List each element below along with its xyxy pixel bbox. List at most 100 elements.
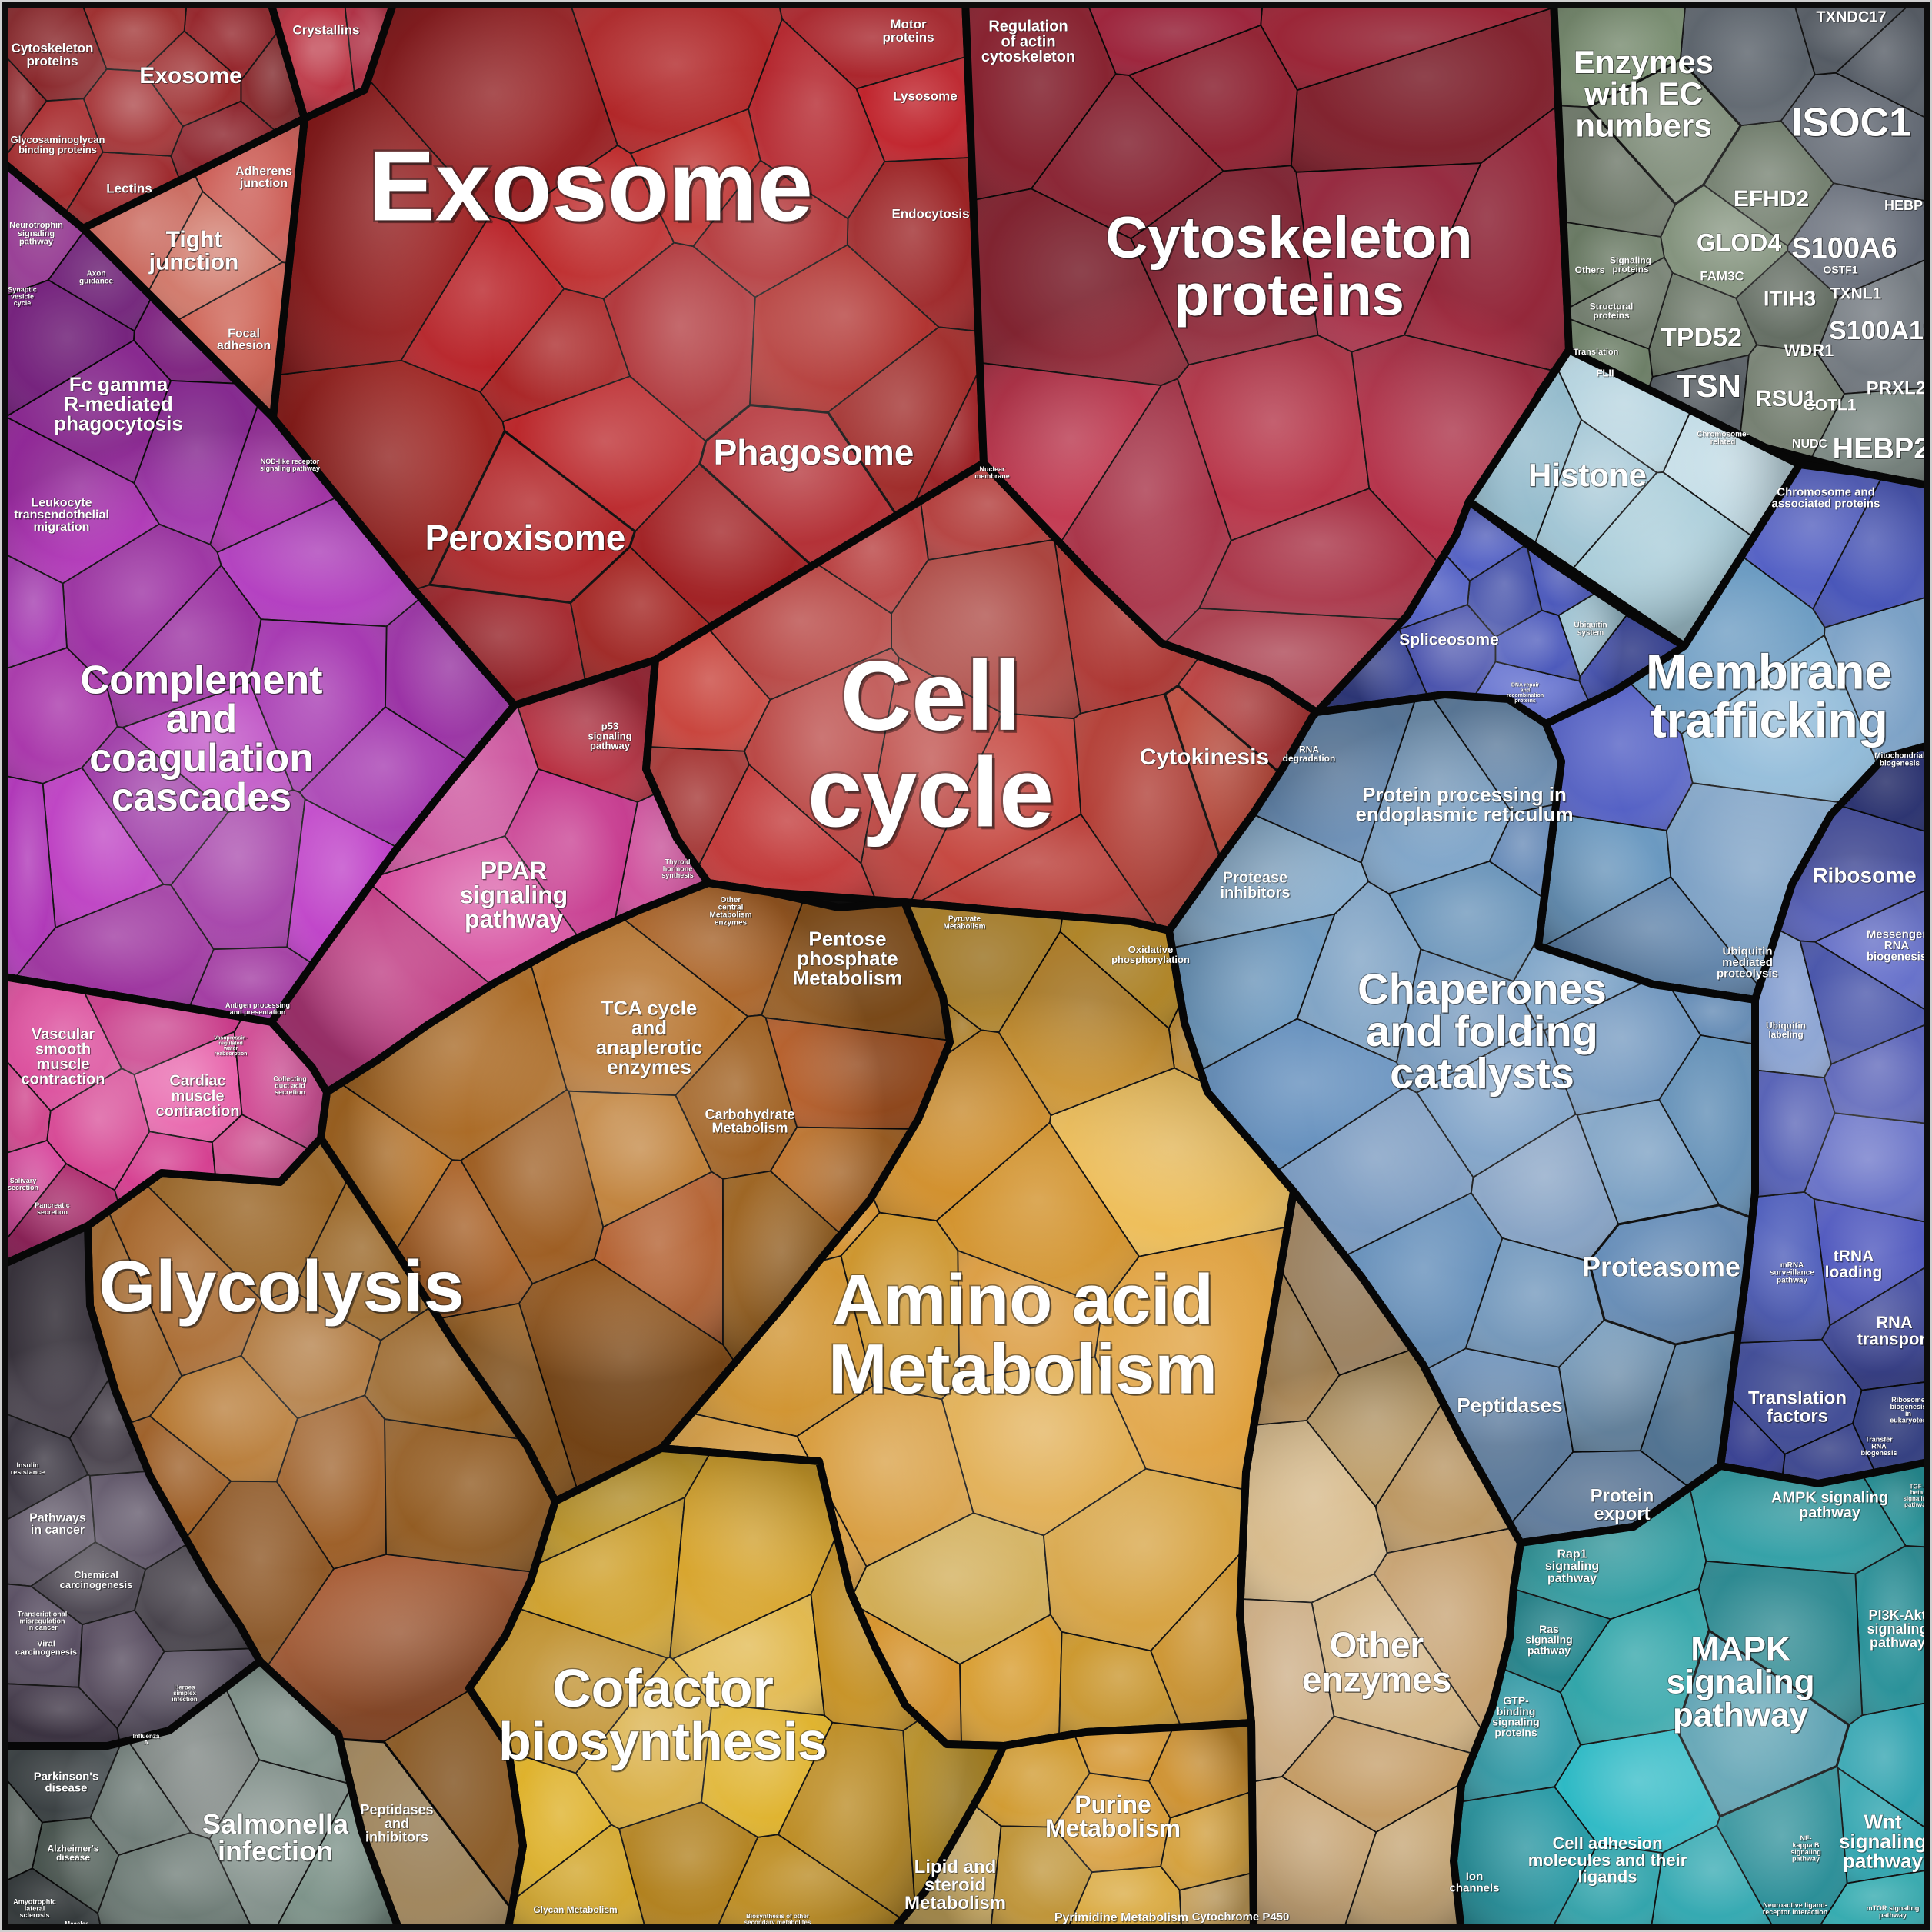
svg-text:secretion: secretion <box>275 1089 306 1097</box>
svg-text:proteolysis: proteolysis <box>1717 968 1778 981</box>
svg-text:and: and <box>632 1017 668 1040</box>
svg-text:proteins: proteins <box>1496 1727 1538 1740</box>
svg-text:Focal: Focal <box>228 327 260 340</box>
svg-text:with EC: with EC <box>1584 76 1704 112</box>
svg-text:Purine: Purine <box>1074 1790 1151 1818</box>
svg-text:mRNA: mRNA <box>1781 1262 1805 1271</box>
svg-text:biogenesis: biogenesis <box>1891 1404 1927 1411</box>
svg-text:enzymes: enzymes <box>607 1055 691 1078</box>
svg-text:associated proteins: associated proteins <box>1773 498 1881 511</box>
svg-text:RSU1: RSU1 <box>1756 387 1817 412</box>
svg-text:Cytoskeleton: Cytoskeleton <box>12 41 94 55</box>
svg-text:Cytochrome P450: Cytochrome P450 <box>1193 1911 1291 1924</box>
svg-text:Vascular: Vascular <box>32 1026 95 1043</box>
svg-text:Protein: Protein <box>1591 1487 1655 1507</box>
svg-text:Vasopressin-: Vasopressin- <box>214 1036 248 1041</box>
svg-text:Metabolism: Metabolism <box>1046 1815 1181 1843</box>
svg-text:Ribosome: Ribosome <box>1892 1397 1926 1404</box>
svg-text:pathway: pathway <box>1904 1501 1930 1508</box>
svg-text:cytoskeleton: cytoskeleton <box>982 49 1076 66</box>
svg-text:biogenesis: biogenesis <box>1890 1403 1926 1411</box>
svg-text:Carbohydrate: Carbohydrate <box>706 1108 796 1123</box>
svg-text:system: system <box>1578 630 1605 638</box>
svg-text:Peptidases: Peptidases <box>360 1802 433 1817</box>
svg-text:central: central <box>718 904 744 912</box>
svg-text:Pancreatic: Pancreatic <box>35 1202 71 1210</box>
svg-text:carcinogenesis: carcinogenesis <box>16 1649 78 1658</box>
svg-text:membrane: membrane <box>974 472 1010 480</box>
svg-text:and: and <box>167 698 238 743</box>
svg-text:proteins: proteins <box>1174 262 1404 328</box>
svg-text:proteins: proteins <box>1494 1726 1537 1738</box>
svg-text:NF-: NF- <box>1800 1834 1812 1842</box>
svg-text:proteins: proteins <box>882 30 934 45</box>
svg-text:Rap1: Rap1 <box>1558 1549 1588 1562</box>
svg-text:NOD-like receptor: NOD-like receptor <box>261 458 321 466</box>
svg-text:signaling: signaling <box>1666 1664 1814 1701</box>
svg-text:Pyruvate: Pyruvate <box>948 915 981 924</box>
svg-text:labeling: labeling <box>1768 1029 1803 1040</box>
svg-text:Metabolism: Metabolism <box>794 968 904 991</box>
svg-text:Glycan Metabolism: Glycan Metabolism <box>533 1904 617 1915</box>
svg-text:Synaptic: Synaptic <box>8 286 37 294</box>
svg-text:molecules and their: molecules and their <box>1529 1851 1688 1870</box>
svg-text:Crystallins: Crystallins <box>293 22 360 37</box>
svg-text:synthesis: synthesis <box>661 871 694 879</box>
svg-text:signaling: signaling <box>1790 1848 1821 1856</box>
svg-text:Salivary: Salivary <box>10 1177 37 1184</box>
svg-text:HEBP1: HEBP1 <box>1884 198 1930 213</box>
svg-text:muscle: muscle <box>172 1088 225 1105</box>
svg-text:mTOR signaling: mTOR signaling <box>1867 1905 1920 1913</box>
svg-text:Protein processing in: Protein processing in <box>1363 784 1567 807</box>
svg-text:cytoskeleton: cytoskeleton <box>981 48 1075 65</box>
svg-text:TXNDC17: TXNDC17 <box>1816 8 1886 25</box>
svg-text:Viral: Viral <box>37 1640 55 1649</box>
svg-text:S100A6: S100A6 <box>1793 233 1898 265</box>
svg-text:channels: channels <box>1449 1881 1499 1894</box>
svg-text:DNA repair: DNA repair <box>1512 684 1541 689</box>
svg-text:NF-: NF- <box>1801 1835 1813 1843</box>
svg-text:surveillance: surveillance <box>1770 1270 1815 1278</box>
svg-text:Translation: Translation <box>1749 1389 1847 1410</box>
svg-text:Mitochondrial: Mitochondrial <box>1875 753 1926 761</box>
svg-text:Structural: Structural <box>1591 301 1634 312</box>
svg-text:Glycolysis: Glycolysis <box>101 1248 466 1330</box>
svg-text:pathway: pathway <box>1844 1850 1924 1874</box>
svg-text:ligands: ligands <box>1577 1867 1637 1886</box>
svg-text:migration: migration <box>34 521 90 534</box>
svg-text:Cytokinesis: Cytokinesis <box>1141 745 1270 771</box>
svg-text:eukaryotes: eukaryotes <box>1890 1417 1927 1424</box>
svg-text:transendothelial: transendothelial <box>14 508 109 521</box>
svg-text:carcinogenesis: carcinogenesis <box>60 1579 133 1591</box>
svg-text:pathway: pathway <box>1527 1644 1571 1656</box>
svg-text:Ubiquitin: Ubiquitin <box>1724 945 1774 958</box>
svg-text:contraction: contraction <box>157 1104 241 1121</box>
svg-text:Parkinson's: Parkinson's <box>35 1771 99 1784</box>
svg-text:Translation: Translation <box>1574 348 1620 358</box>
svg-text:numbers: numbers <box>1575 107 1711 143</box>
svg-text:infection: infection <box>218 1835 333 1867</box>
svg-text:phagocytosis: phagocytosis <box>54 411 183 435</box>
svg-text:RNA: RNA <box>1872 1444 1887 1451</box>
svg-text:Other: Other <box>1331 1626 1425 1666</box>
svg-text:Pyrimidine Metabolism: Pyrimidine Metabolism <box>1054 1911 1188 1924</box>
svg-text:PRXL2A: PRXL2A <box>1867 379 1932 400</box>
svg-text:EFHD2: EFHD2 <box>1734 186 1809 212</box>
svg-text:Cofactor: Cofactor <box>554 1660 775 1720</box>
svg-text:Histone: Histone <box>1528 457 1647 493</box>
svg-text:junction: junction <box>239 177 288 190</box>
svg-text:transport: transport <box>1858 1331 1932 1350</box>
svg-text:Complement: Complement <box>81 658 323 702</box>
svg-text:Nuclear: Nuclear <box>981 466 1007 474</box>
svg-text:secretion: secretion <box>8 1184 39 1192</box>
svg-text:junction: junction <box>149 251 240 276</box>
svg-text:vesicle: vesicle <box>12 294 35 301</box>
svg-text:Thyroid: Thyroid <box>665 858 691 866</box>
svg-text:proteins: proteins <box>28 55 79 69</box>
svg-text:p53: p53 <box>601 721 618 732</box>
svg-text:Cell adhesion: Cell adhesion <box>1552 1834 1662 1853</box>
svg-text:Herpes: Herpes <box>174 1684 195 1690</box>
svg-text:biogenesis: biogenesis <box>1880 760 1920 768</box>
svg-text:Exosome: Exosome <box>371 132 816 245</box>
svg-text:Neurotrophin: Neurotrophin <box>10 222 64 231</box>
